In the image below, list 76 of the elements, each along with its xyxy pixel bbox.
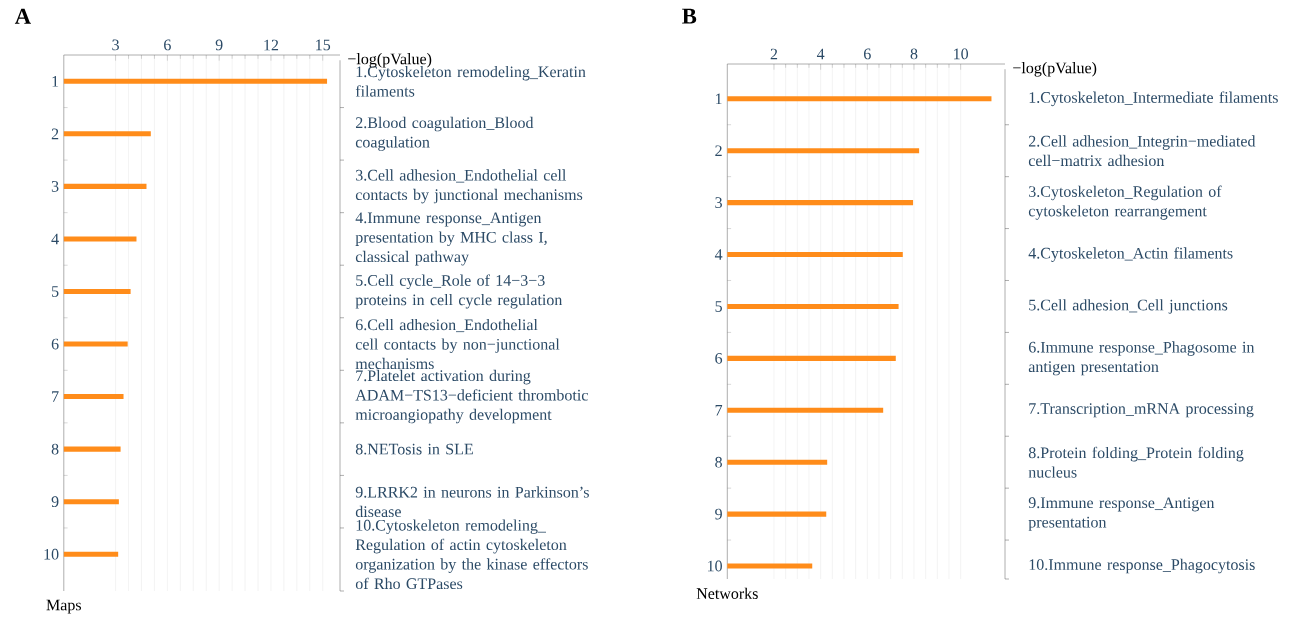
y-tick-label: 10: [44, 548, 59, 560]
y-tick-label: 7: [715, 405, 723, 416]
bar: [727, 407, 884, 413]
bar: [63, 499, 119, 505]
bar: [63, 131, 151, 137]
x-tick-label: 8: [910, 48, 918, 60]
bar: [727, 96, 992, 102]
y-tick-label: 4: [51, 233, 59, 245]
y-tick-label: 1: [52, 76, 59, 87]
y-tick-label: 3: [715, 197, 722, 208]
y-tick-label: 10: [707, 560, 722, 572]
y-tick-label: 3: [51, 181, 59, 192]
x-tick-label: 6: [164, 39, 171, 51]
bar: [63, 341, 128, 347]
text: 6.Cell adhesion_Endothelial cell contacts by non−junctional mechanisms: [355, 318, 560, 370]
bar: [63, 446, 121, 452]
text: 5.Cell adhesion_Cell junctions: [1029, 299, 1228, 314]
bar: [727, 303, 899, 309]
chart-title: A: [14, 8, 31, 24]
bar: [727, 563, 813, 569]
x-tick-label: 15: [316, 39, 331, 51]
bar: [727, 355, 896, 361]
text: 7.Transcription_mRNA processing: [1029, 403, 1254, 418]
text: 9.Immune response_Antigen presentation: [1028, 497, 1215, 531]
y-tick-label: 8: [715, 456, 722, 468]
y-tick-label: 2: [51, 128, 59, 140]
text: 5.Cell cycle_Role of 14−3−3 proteins in cell cycle regulation: [355, 274, 563, 309]
text: 8.Protein folding_Protein folding nucleus: [1028, 446, 1244, 478]
y-tick-label: 6: [51, 338, 59, 350]
x-tick-label: 12: [264, 39, 279, 51]
x-axis-title: −log(pValue): [348, 53, 432, 68]
x-tick-label: 2: [770, 48, 778, 60]
text: 4.Immune response_Antigen presentation by MHC class I, classical pathway: [355, 212, 547, 266]
text: 6.Immune response_Phagosome in antigen presentation: [1028, 341, 1255, 376]
bar: [727, 200, 914, 206]
x-tick-label: 10: [954, 48, 969, 60]
bar: [727, 459, 828, 465]
y-axis-title: Networks: [696, 587, 758, 599]
text: 2.Cell adhesion_Integrin−mediated cell−matrix adhesion: [1028, 135, 1256, 167]
x-tick-label: 3: [112, 39, 119, 51]
y-tick-label: 2: [715, 145, 722, 156]
chart-title: B: [682, 8, 697, 24]
bar: [727, 511, 827, 517]
text: 3.Cell adhesion_Endothelial cell contacts by junctional mechanisms: [355, 169, 583, 204]
text: 10.Cytoskeleton remodeling_ Regulation of actin cytoskeleton organization by the kinase effectors of Rho GTPases: [355, 519, 588, 590]
text: 9.LRRK2 in neurons in Parkinson’s disease: [355, 486, 589, 518]
y-tick-label: 8: [51, 443, 59, 455]
x-tick-label: 6: [864, 48, 871, 60]
bar: [63, 78, 328, 84]
y-axis-title: Maps: [46, 599, 81, 614]
bar: [63, 288, 131, 295]
y-tick-label: 1: [715, 93, 722, 105]
text: 7.Platelet activation during ADAM−TS13−deficient thrombotic microangiopathy development: [355, 369, 588, 424]
x-axis-title: −log(pValue): [1013, 62, 1097, 77]
text: 4.Cytoskeleton_Actin filaments: [1028, 247, 1233, 262]
y-tick-label: 7: [52, 391, 59, 402]
text: 10.Immune response_Phagocytosis: [1029, 558, 1255, 574]
y-tick-label: 6: [715, 352, 723, 364]
bar: [63, 236, 137, 242]
bar: [727, 252, 903, 258]
bar: [63, 551, 119, 557]
y-tick-label: 4: [714, 249, 723, 260]
text: 3.Cytoskeleton_Regulation of cytoskeleton rearrangement: [1028, 185, 1222, 220]
x-tick-label: 9: [215, 39, 223, 51]
y-tick-label: 5: [715, 301, 722, 312]
x-tick-label: 4: [816, 48, 825, 60]
text: 1.Cytoskeleton_Intermediate filaments: [1029, 91, 1278, 107]
bar: [63, 394, 124, 400]
y-tick-label: 9: [715, 508, 722, 520]
y-tick-label: 5: [52, 286, 59, 297]
text: 8.NETosis in SLE: [355, 443, 473, 455]
bar: [727, 148, 920, 154]
text: 1.Cytoskeleton remodeling_Keratin filaments: [355, 65, 586, 97]
text: 2.Blood coagulation_Blood coagulation: [355, 116, 534, 151]
bar: [63, 183, 147, 189]
y-tick-label: 9: [51, 496, 59, 508]
